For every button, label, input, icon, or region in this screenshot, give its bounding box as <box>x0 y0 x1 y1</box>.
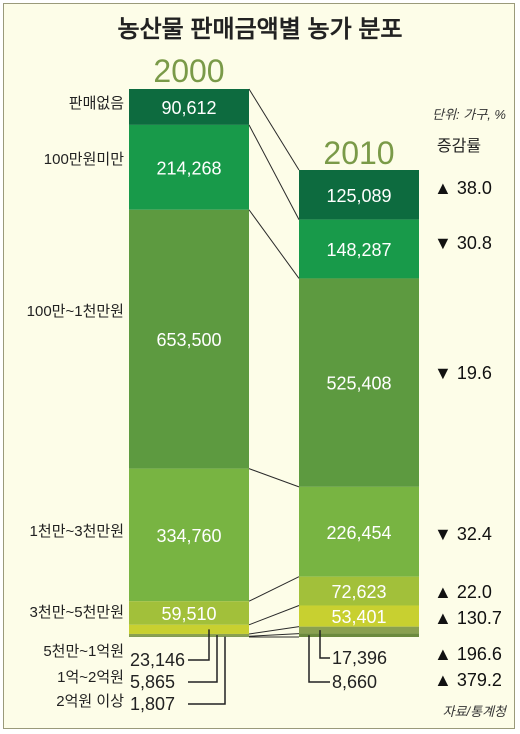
value-label-2010: 53,401 <box>331 607 386 627</box>
value-label-2010: 148,287 <box>326 240 391 260</box>
source-note: 자료/통계청 <box>443 704 508 719</box>
value-label-2000: 5,865 <box>130 672 175 692</box>
bar-2000-segment <box>129 633 249 637</box>
category-label: 3천만~5천만원 <box>30 604 124 621</box>
bar-2010-segment <box>299 605 419 627</box>
category-label: 100만~1천만원 <box>27 303 124 320</box>
category-label: 5천만~1억원 <box>43 643 124 660</box>
value-label-2000: 59,510 <box>161 604 216 624</box>
value-label-2000: 90,612 <box>161 98 216 118</box>
category-label: 판매없음 <box>69 95 124 112</box>
bar-2010-segment <box>299 576 419 606</box>
leader-line-2010 <box>319 630 330 659</box>
connector-line <box>248 124 300 220</box>
change-label: ▲ 22.0 <box>434 582 492 602</box>
bar-2000-segment <box>129 89 249 125</box>
change-label: ▼ 32.4 <box>434 524 492 544</box>
value-label-2010: 525,408 <box>326 374 391 394</box>
change-label: ▲ 379.2 <box>434 670 502 690</box>
value-label-2010: 72,623 <box>331 582 386 602</box>
bar-2000-segment <box>129 636 249 637</box>
change-label: ▼ 19.6 <box>434 363 492 383</box>
bar-2000-segment <box>129 124 249 210</box>
connector-line <box>248 468 300 488</box>
bar-2000-segment <box>129 601 249 625</box>
year-label-2010: 2010 <box>323 135 394 171</box>
connector-line <box>248 88 300 171</box>
category-label: 2억원 이상 <box>56 693 124 710</box>
bar-2010-segment <box>299 170 419 220</box>
leader-line-2000 <box>188 635 218 683</box>
value-label-2010: 8,660 <box>332 672 377 692</box>
leader-line-2010 <box>308 635 330 683</box>
change-label: ▲ 130.7 <box>434 608 502 628</box>
bar-2010-segment <box>299 219 419 279</box>
value-label-2000: 23,146 <box>130 650 185 670</box>
value-label-2000: 1,807 <box>130 694 175 714</box>
change-label: ▼ 30.8 <box>434 233 492 253</box>
chart-frame: 농산물 판매금액별 농가 분포 2000 2010 단위: 가구, % 증감률 … <box>3 3 515 729</box>
value-label-2010: 125,089 <box>326 186 391 206</box>
bar-2000-segment <box>129 468 249 602</box>
category-label: 100만원미만 <box>44 151 124 168</box>
connector-line <box>248 605 300 626</box>
change-label: ▲ 196.6 <box>434 644 502 664</box>
leader-line-2000 <box>188 629 210 661</box>
bar-2000-segment <box>129 624 249 634</box>
value-label-2000: 653,500 <box>156 330 221 350</box>
change-header: 증감률 <box>437 137 481 155</box>
leader-line-2000 <box>188 636 226 705</box>
bar-2010-segment <box>299 486 419 577</box>
connector-line <box>248 633 300 637</box>
connector-line <box>248 576 300 602</box>
year-label-2000: 2000 <box>153 53 224 89</box>
chart-title: 농산물 판매금액별 농가 분포 <box>118 16 403 43</box>
value-label-2000: 214,268 <box>156 158 221 178</box>
chart: 농산물 판매금액별 농가 분포 2000 2010 단위: 가구, % 증감률 … <box>27 16 508 719</box>
value-label-2010: 17,396 <box>332 648 387 668</box>
connector-line <box>248 626 300 635</box>
value-label-2010: 226,454 <box>326 523 391 543</box>
bar-2010-segment <box>299 626 419 634</box>
bar-2000-segment <box>129 209 249 469</box>
bar-2010-segment <box>299 278 419 487</box>
bar-2010-segment <box>299 633 419 637</box>
category-label: 1천만~3천만원 <box>30 523 124 540</box>
unit-note: 단위: 가구, % <box>432 107 506 122</box>
connector-line <box>248 209 300 279</box>
value-label-2000: 334,760 <box>156 526 221 546</box>
category-label: 1억~2억원 <box>57 669 124 686</box>
change-label: ▲ 38.0 <box>434 178 492 198</box>
